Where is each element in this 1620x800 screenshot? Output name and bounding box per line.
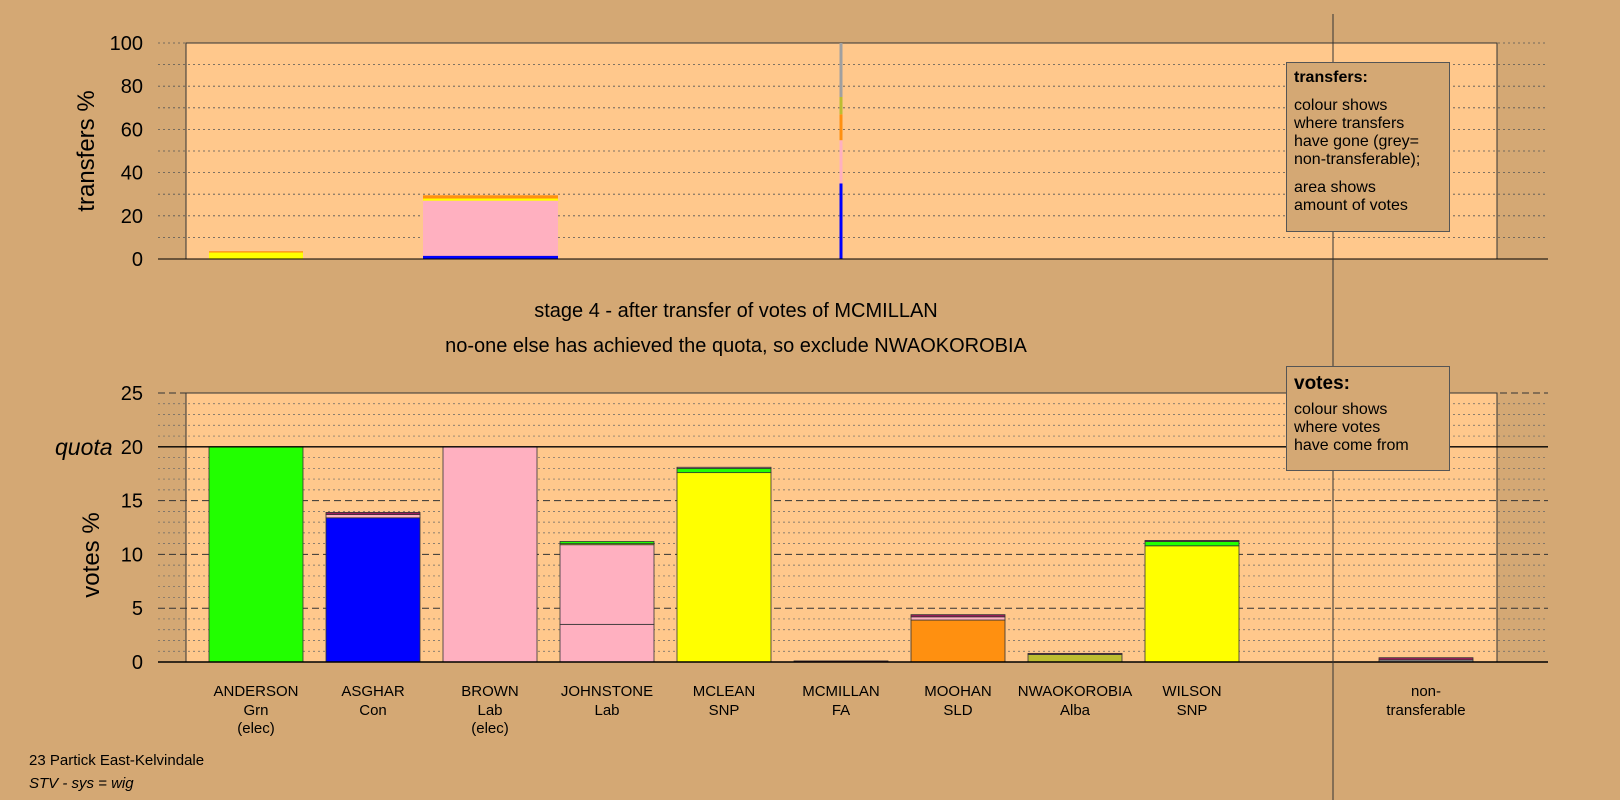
- candidate-party-label: SLD: [943, 702, 972, 719]
- vote-bar-segment: [559, 623, 655, 663]
- votes-legend-line-2: where votes: [1294, 419, 1381, 436]
- quota-label: quota: [55, 434, 113, 460]
- votes-legend-line-3: have come from: [1294, 437, 1409, 454]
- candidate-name-label: ASGHAR: [341, 683, 405, 700]
- vote-bar-segment: [1027, 654, 1123, 663]
- transfer-bar-segment: [839, 43, 843, 97]
- transfer-bar-segment: [209, 252, 303, 259]
- transfers-legend-title: transfers:: [1294, 69, 1368, 86]
- vote-bar-segment: [559, 544, 655, 625]
- votes-y-tick-label: 25: [121, 383, 143, 405]
- vote-bar-asghar: [325, 512, 421, 663]
- vote-bar-segment: [676, 466, 772, 469]
- transfers-legend-line-4: non-transferable);: [1294, 151, 1421, 168]
- transfers-legend-line-5: area shows: [1294, 179, 1376, 196]
- vote-bar-segment: [559, 541, 655, 545]
- vote-bar-anderson: [208, 446, 304, 663]
- transfers-legend: transfers: colour shows where transfers …: [1286, 62, 1450, 232]
- vote-bar-segment: [1144, 541, 1240, 547]
- candidate-name-label: MOOHAN: [924, 683, 992, 700]
- transfer-bar-segment: [423, 200, 558, 256]
- transfers-y-tick-label: 60: [121, 119, 143, 141]
- candidate-name-label: MCMILLAN: [802, 683, 880, 700]
- vote-bar-mclean: [676, 466, 772, 663]
- transfer-bar-segment: [839, 97, 843, 115]
- votes-y-tick-label: 0: [132, 652, 143, 674]
- vote-bar-segment: [676, 472, 772, 663]
- candidate-name-label: JOHNSTONE: [561, 683, 653, 700]
- vote-bar-segment: [325, 512, 421, 515]
- votes-legend-title: votes:: [1294, 373, 1350, 394]
- vote-bar-segment: [910, 614, 1006, 618]
- transfers-legend-line-3: have gone (grey=: [1294, 133, 1419, 150]
- vote-bar-segment: [325, 514, 421, 519]
- vote-bar-segment: [676, 467, 772, 474]
- candidate-name-label: MCLEAN: [693, 683, 756, 700]
- candidate-party-label: Lab: [477, 702, 502, 719]
- vote-bar-segment: [325, 517, 421, 663]
- transfers-y-axis-label: transfers %: [73, 90, 100, 211]
- nontransferable-label-line-1: non-: [1411, 683, 1441, 700]
- transfer-bar-segment: [839, 140, 843, 184]
- transfer-bar-segment: [423, 198, 558, 201]
- vote-bar-segment: [910, 619, 1006, 663]
- candidate-status-label: (elec): [471, 720, 509, 737]
- transfer-bar-segment: [839, 114, 843, 141]
- votes-legend-line-1: colour shows: [1294, 401, 1388, 418]
- candidate-party-label: Con: [359, 702, 387, 719]
- vote-bar-nwaokorobia: [1027, 652, 1123, 663]
- candidate-name-label: ANDERSON: [213, 683, 298, 700]
- vote-bar-brown: [442, 446, 538, 663]
- transfer-bar-segment: [423, 255, 558, 259]
- candidate-party-label: FA: [832, 702, 850, 719]
- candidate-party-label: SNP: [709, 702, 740, 719]
- candidate-name-label: BROWN: [461, 683, 519, 700]
- stage-heading: stage 4 - after transfer of votes of MCM…: [534, 300, 938, 322]
- vote-bar-segment: [910, 616, 1006, 621]
- transfers-legend-line-6: amount of votes: [1294, 197, 1408, 214]
- transfers-y-tick-label: 40: [121, 163, 143, 185]
- votes-y-tick-label: 10: [121, 544, 143, 566]
- vote-bar-segment: [208, 446, 304, 663]
- ward-label: 23 Partick East-Kelvindale: [29, 752, 205, 769]
- transfers-y-tick-label: 20: [121, 206, 143, 228]
- vote-bar-segment: [1144, 540, 1240, 542]
- transfers-legend-line-2: where transfers: [1294, 115, 1405, 132]
- transfer-bar-segment: [209, 251, 303, 253]
- candidate-name-label: NWAOKOROBIA: [1018, 683, 1132, 700]
- transfer-bar-segment: [423, 195, 558, 199]
- transfers-y-tick-label: 80: [121, 76, 143, 98]
- votes-y-axis-label: votes %: [78, 512, 105, 597]
- system-label: STV - sys = wig: [29, 775, 134, 792]
- votes-quota-tick-label: 20: [121, 437, 143, 459]
- vote-bar-segment: [1378, 657, 1474, 661]
- candidate-party-label: Grn: [243, 702, 268, 719]
- vote-bar-segment: [1027, 652, 1123, 655]
- transfers-y-tick-label: 100: [110, 33, 143, 55]
- exclusion-note: no-one else has achieved the quota, so e…: [445, 335, 1027, 357]
- votes-y-tick-label: 15: [121, 491, 143, 513]
- transfers-y-tick-label: 0: [132, 249, 143, 271]
- vote-bar-wilson: [1144, 540, 1240, 663]
- votes-y-tick-label: 5: [132, 598, 143, 620]
- candidate-party-label: SNP: [1177, 702, 1208, 719]
- votes-legend: votes: colour shows where votes have com…: [1286, 366, 1450, 471]
- transfers-legend-line-1: colour shows: [1294, 97, 1388, 114]
- transfer-bar-segment: [839, 183, 843, 259]
- candidate-status-label: (elec): [237, 720, 275, 737]
- candidate-party-label: Lab: [594, 702, 619, 719]
- vote-bar-segment: [442, 446, 538, 663]
- candidate-name-label: WILSON: [1162, 683, 1221, 700]
- candidate-party-label: Alba: [1060, 702, 1091, 719]
- vote-bar-segment: [1144, 545, 1240, 663]
- vote-bar-moohan: [910, 614, 1006, 663]
- nontransferable-label-line-2: transferable: [1386, 702, 1465, 719]
- vote-bar-johnstone: [559, 541, 655, 663]
